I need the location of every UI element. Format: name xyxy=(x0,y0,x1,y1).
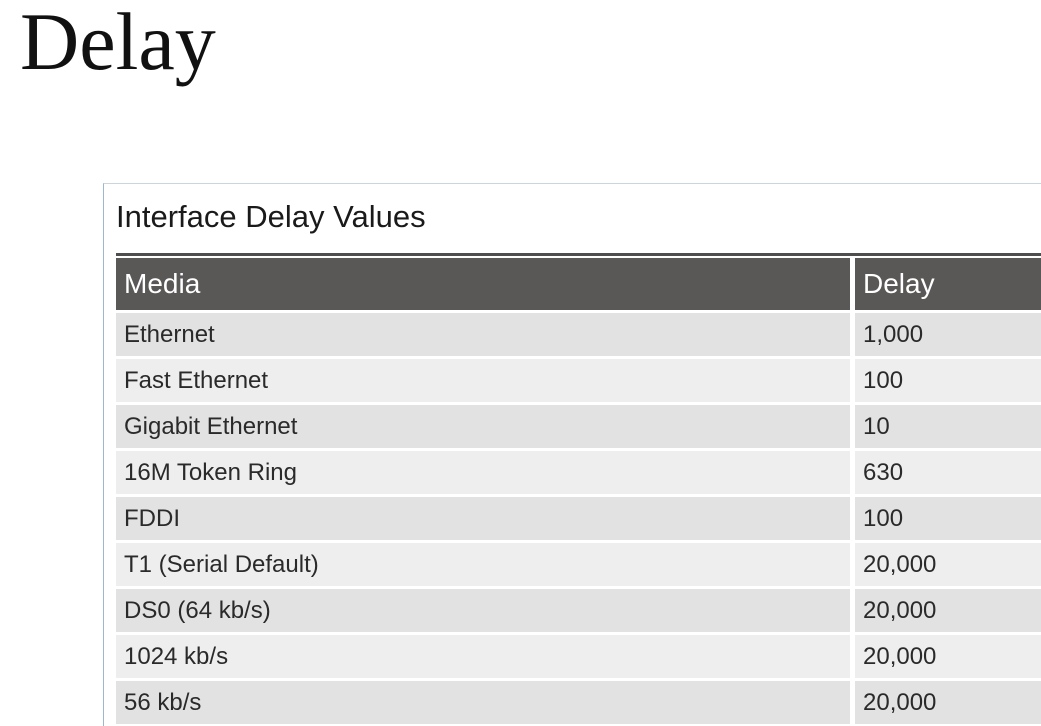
media-cell: 16M Token Ring xyxy=(116,451,850,497)
table-panel: Interface Delay Values Media Delay Ether… xyxy=(103,183,1041,726)
slide-title: Delay xyxy=(20,0,216,87)
delay-cell: 20,000 xyxy=(850,681,1041,726)
table-row: 1024 kb/s 20,000 xyxy=(116,635,1041,681)
table-row: Gigabit Ethernet 10 xyxy=(116,405,1041,451)
media-cell: Ethernet xyxy=(116,313,850,359)
delay-cell: 20,000 xyxy=(850,589,1041,635)
table-row: DS0 (64 kb/s) 20,000 xyxy=(116,589,1041,635)
delay-cell: 100 xyxy=(850,359,1041,405)
column-header-media: Media xyxy=(116,258,850,313)
delay-cell: 20,000 xyxy=(850,635,1041,681)
media-cell: T1 (Serial Default) xyxy=(116,543,850,589)
media-cell: Gigabit Ethernet xyxy=(116,405,850,451)
delay-cell: 100 xyxy=(850,497,1041,543)
media-cell: 56 kb/s xyxy=(116,681,850,726)
caption-divider xyxy=(116,253,1041,256)
table-row: FDDI 100 xyxy=(116,497,1041,543)
table-caption: Interface Delay Values xyxy=(116,199,426,234)
media-cell: Fast Ethernet xyxy=(116,359,850,405)
table-row: Ethernet 1,000 xyxy=(116,313,1041,359)
interface-delay-table: Media Delay Ethernet 1,000 Fast Ethernet… xyxy=(116,258,1041,726)
table-row: Fast Ethernet 100 xyxy=(116,359,1041,405)
media-cell: 1024 kb/s xyxy=(116,635,850,681)
table-row: 56 kb/s 20,000 xyxy=(116,681,1041,726)
table-row: T1 (Serial Default) 20,000 xyxy=(116,543,1041,589)
table-header-row: Media Delay xyxy=(116,258,1041,313)
delay-cell: 630 xyxy=(850,451,1041,497)
table-row: 16M Token Ring 630 xyxy=(116,451,1041,497)
delay-cell: 20,000 xyxy=(850,543,1041,589)
delay-cell: 10 xyxy=(850,405,1041,451)
delay-cell: 1,000 xyxy=(850,313,1041,359)
media-cell: DS0 (64 kb/s) xyxy=(116,589,850,635)
media-cell: FDDI xyxy=(116,497,850,543)
column-header-delay: Delay xyxy=(850,258,1041,313)
